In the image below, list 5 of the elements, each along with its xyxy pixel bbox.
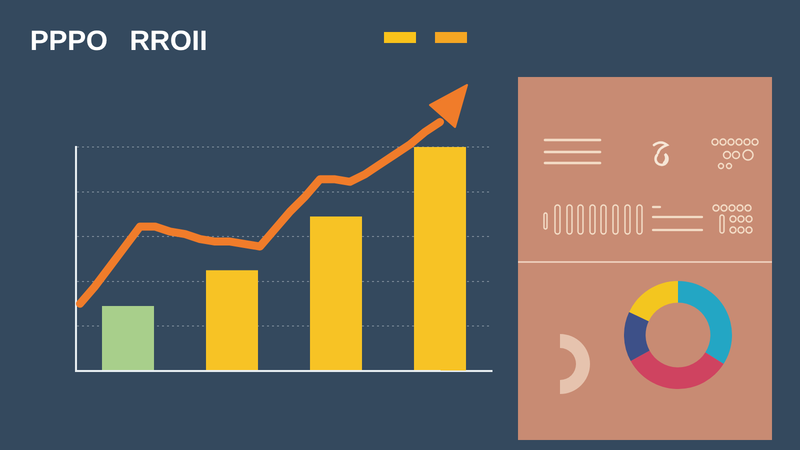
bar bbox=[206, 270, 258, 370]
chart-title: PPPO RROII bbox=[30, 25, 208, 56]
bar bbox=[102, 306, 154, 370]
bar bbox=[414, 147, 466, 370]
bar bbox=[310, 216, 362, 370]
